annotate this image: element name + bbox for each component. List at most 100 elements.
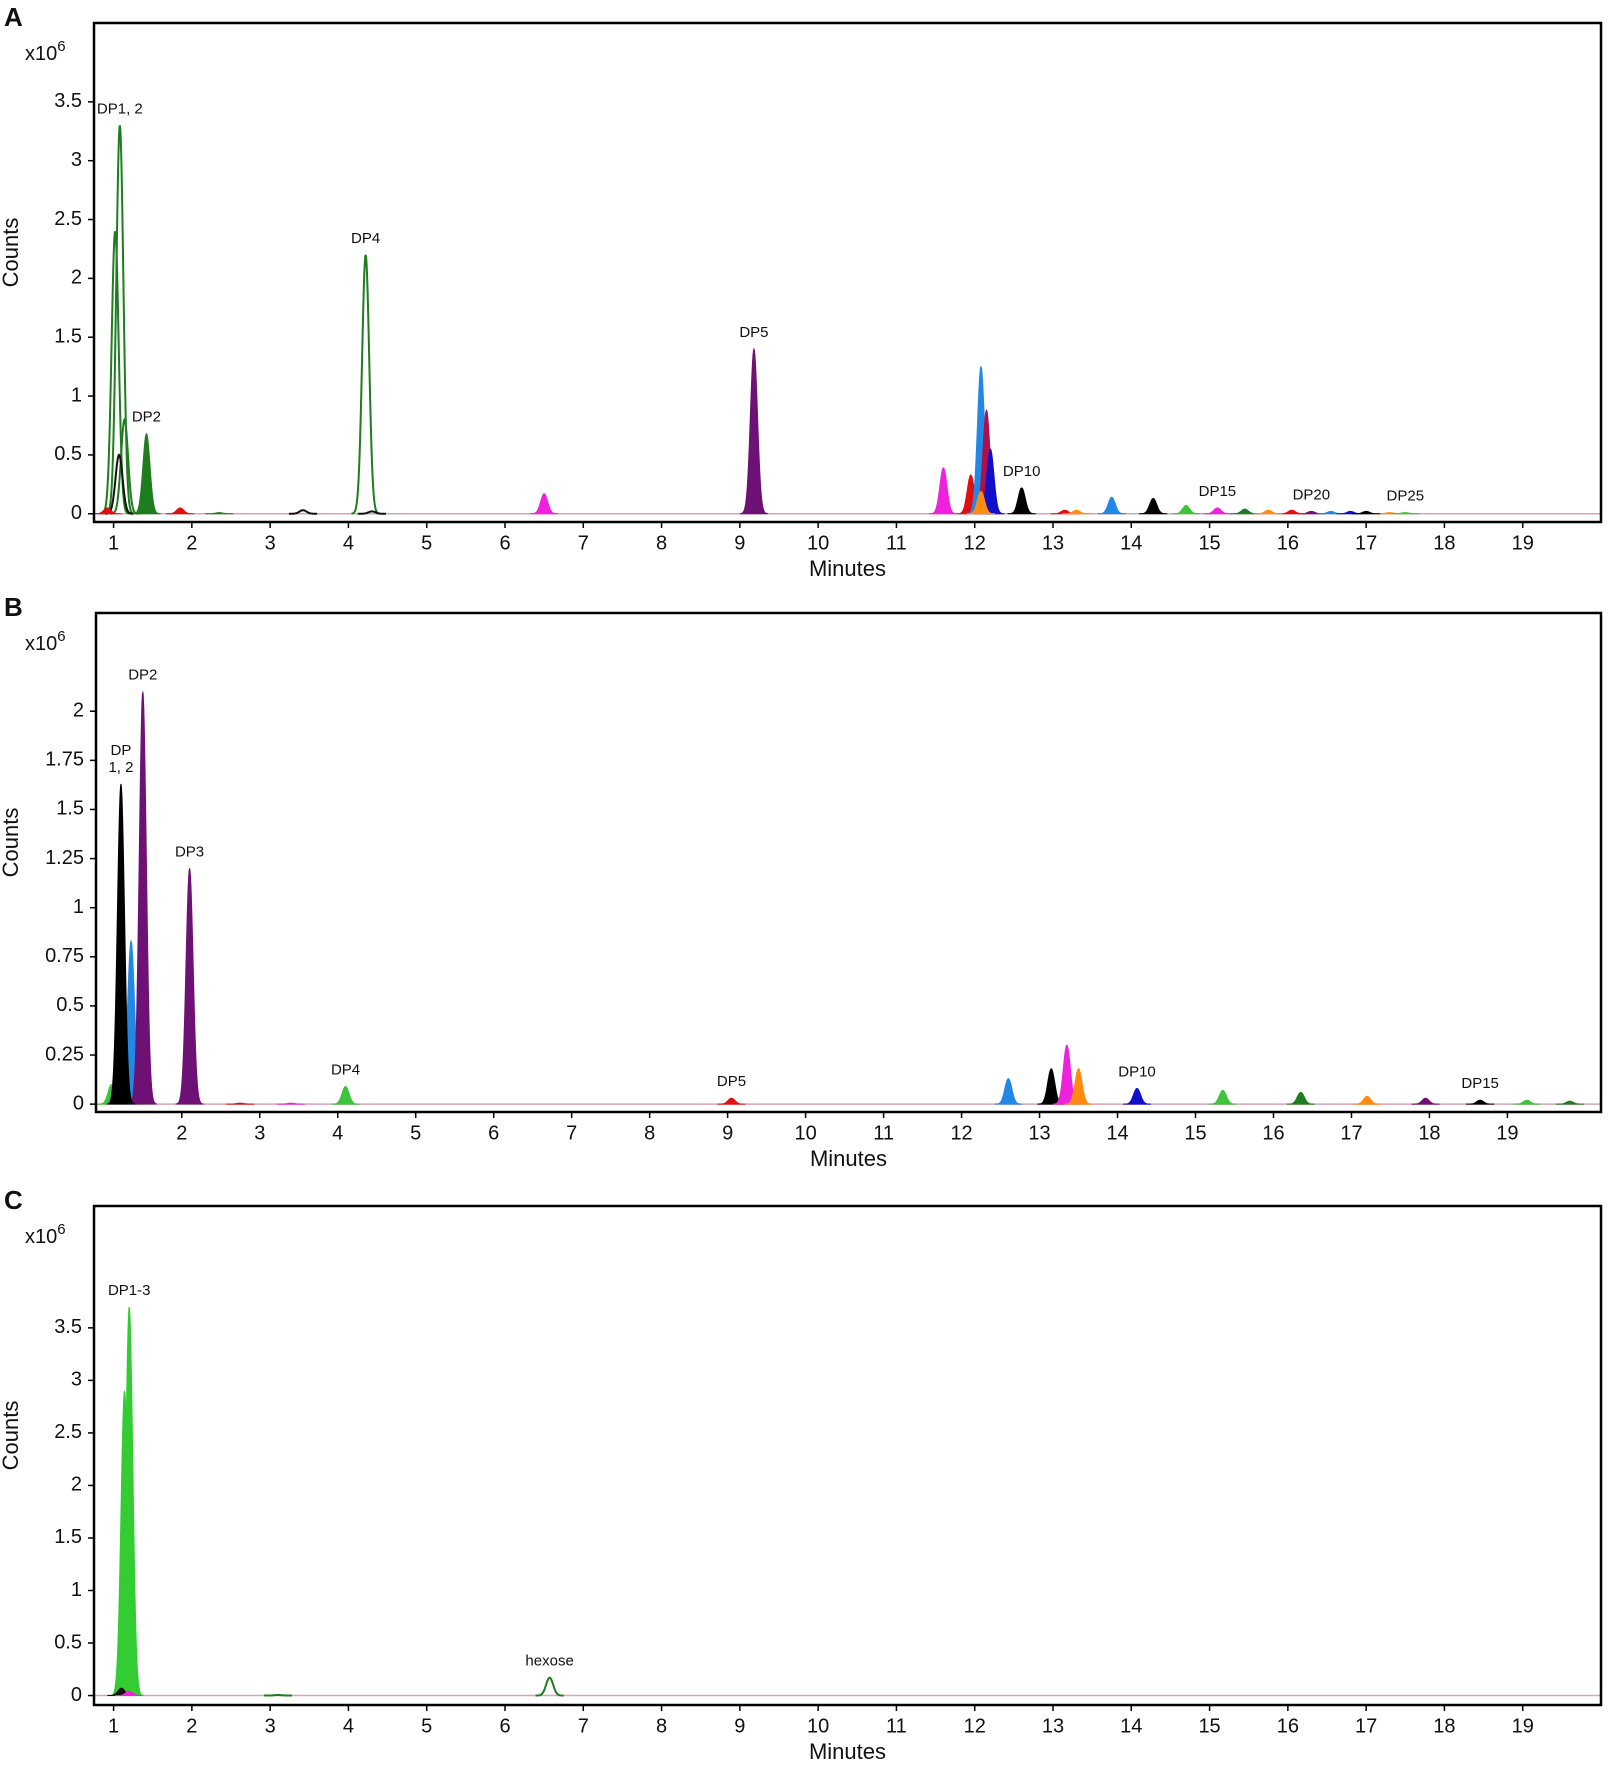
x-tick-label: 10 — [794, 1122, 816, 1144]
peak — [94, 507, 122, 515]
x-tick-label: 6 — [499, 1715, 510, 1737]
peak — [1062, 509, 1091, 515]
annotation: DP2 — [128, 667, 157, 684]
panel-letter: A — [4, 2, 23, 32]
y-unit: x106 — [25, 38, 66, 65]
x-tick-label: 14 — [1120, 532, 1142, 554]
y-tick-label: 1.5 — [56, 798, 84, 820]
x-tick-label: 10 — [807, 532, 829, 554]
y-unit-base: x10 — [25, 633, 57, 655]
y-tick-label: 0.5 — [54, 443, 82, 465]
peak — [1171, 505, 1201, 515]
plot-area — [107, 1306, 564, 1697]
peak — [132, 432, 161, 515]
annotation: DP3 — [175, 843, 204, 860]
y-tick-label: 0 — [71, 502, 82, 524]
x-tick-label: 8 — [656, 532, 667, 554]
annotation: DP10 — [1118, 1063, 1156, 1080]
x-tick-label: 16 — [1262, 1122, 1284, 1144]
peak — [739, 347, 769, 515]
y-tick-label: 1 — [71, 1579, 82, 1601]
x-tick-label: 19 — [1512, 532, 1534, 554]
annotation: DP — [111, 742, 132, 759]
x-tick-label: 10 — [807, 1715, 829, 1737]
peak — [331, 1085, 360, 1105]
y-tick-label: 0.5 — [54, 1631, 82, 1653]
x-tick-label: 3 — [265, 532, 276, 554]
y-tick-label: 3.5 — [54, 1316, 82, 1338]
x-tick-label: 16 — [1277, 532, 1299, 554]
x-axis-title: Minutes — [809, 556, 886, 581]
y-tick-label: 2 — [73, 700, 84, 722]
y-tick-label: 1.5 — [54, 1526, 82, 1548]
peak — [175, 868, 204, 1105]
annotation: DP4 — [351, 230, 380, 247]
peak — [357, 510, 387, 515]
peak — [1064, 1068, 1093, 1105]
peak — [1208, 1089, 1237, 1105]
x-tick-label: 19 — [1512, 1715, 1534, 1737]
peak — [1122, 1087, 1152, 1105]
peak — [276, 1102, 305, 1105]
x-tick-label: 16 — [1277, 1715, 1299, 1737]
x-tick-label: 9 — [734, 1715, 745, 1737]
peak — [1555, 1100, 1584, 1105]
x-tick-label: 19 — [1496, 1122, 1518, 1144]
peak — [105, 125, 135, 515]
peak — [106, 783, 136, 1105]
y-unit-base: x10 — [25, 43, 57, 65]
y-tick-label: 0.75 — [45, 945, 84, 967]
peak — [1411, 1097, 1440, 1105]
y-unit: x106 — [25, 1221, 66, 1248]
x-tick-label: 13 — [1042, 1715, 1064, 1737]
peak — [1512, 1099, 1541, 1105]
x-tick-label: 4 — [343, 1715, 354, 1737]
annotation: DP1, 2 — [97, 100, 143, 117]
plot-area — [97, 691, 1584, 1105]
y-tick-label: 0.5 — [56, 994, 84, 1016]
x-tick-label: 12 — [964, 1715, 986, 1737]
annotation: DP15 — [1461, 1075, 1499, 1092]
x-tick-label: 13 — [1028, 1122, 1050, 1144]
x-tick-label: 9 — [722, 1122, 733, 1144]
x-axis-title: Minutes — [809, 1739, 886, 1764]
annotation: 1, 2 — [108, 759, 133, 776]
y-tick-label: 2 — [71, 267, 82, 289]
annotation: DP1-3 — [108, 1282, 151, 1299]
x-tick-label: 14 — [1120, 1715, 1142, 1737]
y-unit-base: x10 — [25, 1226, 57, 1248]
y-tick-label: 3 — [71, 149, 82, 171]
x-tick-label: 7 — [578, 1715, 589, 1737]
x-tick-label: 1 — [108, 532, 119, 554]
plot-frame — [94, 611, 1603, 1114]
x-tick-label: 3 — [254, 1122, 265, 1144]
y-unit-power: 6 — [57, 38, 65, 55]
y-axis-title: Counts — [0, 218, 23, 288]
peak — [263, 1694, 293, 1697]
peak — [115, 1306, 144, 1696]
x-axis-title: Minutes — [810, 1146, 887, 1171]
x-tick-label: 12 — [950, 1122, 972, 1144]
x-tick-label: 17 — [1340, 1122, 1362, 1144]
x-tick-label: 15 — [1184, 1122, 1206, 1144]
x-tick-label: 6 — [488, 1122, 499, 1144]
y-tick-label: 1.25 — [45, 847, 84, 869]
panel-letter: C — [4, 1185, 23, 1215]
y-tick-label: 2.5 — [54, 1421, 82, 1443]
x-tick-label: 11 — [886, 1715, 907, 1737]
peak — [1286, 1091, 1315, 1105]
y-axis-title: Counts — [0, 1401, 23, 1471]
peak — [110, 417, 139, 515]
y-axis-title: Counts — [0, 808, 23, 878]
x-tick-label: 17 — [1355, 532, 1377, 554]
x-tick-label: 11 — [886, 532, 907, 554]
y-tick-label: 1.5 — [54, 326, 82, 348]
x-tick-label: 18 — [1418, 1122, 1440, 1144]
panel: Bx106CountsMinutes00.250.50.7511.251.51.… — [0, 592, 1603, 1171]
x-tick-label: 11 — [873, 1122, 894, 1144]
x-tick-label: 17 — [1355, 1715, 1377, 1737]
y-tick-label: 3.5 — [54, 90, 82, 112]
x-tick-label: 18 — [1433, 532, 1455, 554]
y-tick-label: 2.5 — [54, 208, 82, 230]
annotation: DP5 — [717, 1073, 746, 1090]
